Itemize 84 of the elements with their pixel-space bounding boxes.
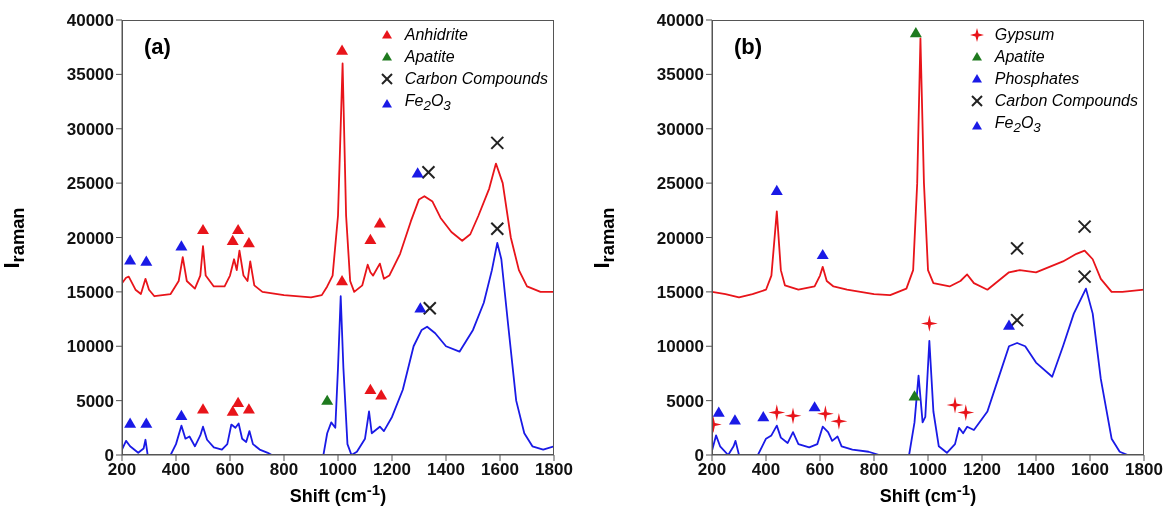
- annotation: (b): [734, 34, 763, 60]
- legend-label: Fe$_{2}$O$_{3}$: [404, 91, 451, 116]
- x-tick-label: 600: [215, 460, 245, 480]
- point: [232, 223, 245, 235]
- x-tick-label: 400: [161, 460, 191, 480]
- point: [226, 234, 239, 245]
- point: [242, 403, 255, 414]
- point: [364, 383, 377, 394]
- point: [920, 315, 938, 332]
- y-tick-label: 35000: [656, 65, 704, 85]
- x-tick-label: 1000: [909, 460, 947, 480]
- x-tick-label: 1600: [481, 460, 519, 480]
- x-tick-label: 1200: [373, 460, 411, 480]
- x-tick-label: 800: [859, 460, 889, 480]
- point: [816, 248, 829, 260]
- point: [770, 184, 783, 195]
- point: [830, 412, 848, 430]
- point: [768, 404, 786, 421]
- point: [1003, 319, 1015, 330]
- annotation: (a): [144, 34, 171, 60]
- point: [232, 396, 245, 407]
- y-tick-label: 40000: [656, 11, 704, 31]
- point: [375, 389, 388, 400]
- y-tick-label: 10000: [656, 337, 704, 357]
- point: [321, 394, 334, 405]
- point: [197, 403, 209, 414]
- point: [242, 236, 255, 248]
- x-tick-label: 1000: [319, 460, 357, 480]
- x-tick-label: 600: [805, 460, 835, 480]
- point: [946, 396, 964, 414]
- point: [784, 407, 802, 425]
- y-tick-label: 40000: [66, 11, 114, 31]
- y-tick-label: 25000: [66, 174, 114, 194]
- x-tick-label: 1800: [535, 460, 573, 480]
- point: [411, 167, 424, 178]
- legend-label: Gypsum: [994, 25, 1055, 45]
- y-tick-label: 30000: [656, 119, 704, 139]
- x-tick-label: 800: [269, 460, 299, 480]
- y-tick-label: 25000: [656, 174, 704, 194]
- point: [124, 417, 137, 428]
- x-tick-label: 1400: [427, 460, 465, 480]
- y-tick-label: 15000: [66, 282, 114, 302]
- point: [364, 233, 377, 244]
- x-tick-label: 1600: [1071, 460, 1109, 480]
- x-tick-label: 400: [751, 460, 781, 480]
- legend-label: Anhidrite: [404, 25, 468, 45]
- point: [140, 417, 153, 428]
- point: [808, 401, 821, 412]
- y-tick-label: 35000: [66, 65, 114, 85]
- point: [124, 254, 137, 265]
- point: [140, 255, 153, 266]
- point: [226, 405, 239, 416]
- point: [909, 27, 922, 38]
- x-tick-label: 1800: [1125, 460, 1163, 480]
- point: [817, 405, 834, 423]
- point: [336, 275, 349, 286]
- y-tick-label: 15000: [656, 282, 704, 302]
- point: [712, 406, 725, 417]
- point: [908, 390, 921, 401]
- legend-label: Phosphates: [994, 69, 1080, 89]
- point: [197, 223, 209, 235]
- legend-label: Fe$_{2}$O$_{3}$: [994, 113, 1041, 138]
- x-tick-label: 1400: [1017, 460, 1055, 480]
- point: [728, 414, 741, 425]
- y-tick-label: 10000: [66, 337, 114, 357]
- x-axis-title: Shift (cm$^{-1}$): [288, 481, 388, 507]
- point: [175, 409, 188, 421]
- point: [336, 44, 349, 55]
- point: [757, 410, 770, 422]
- legend-label: Apatite: [994, 47, 1045, 67]
- point: [373, 217, 386, 228]
- legend-label: Carbon Compounds: [994, 91, 1138, 111]
- legend-label: Carbon Compounds: [404, 69, 548, 89]
- y-tick-label: 20000: [66, 228, 114, 248]
- y-tick-label: 5000: [666, 391, 704, 411]
- x-tick-label: 1200: [963, 460, 1001, 480]
- legend-label: Apatite: [404, 47, 455, 67]
- y-tick-label: 5000: [76, 391, 114, 411]
- point: [957, 404, 975, 421]
- y-tick-label: 20000: [656, 228, 704, 248]
- y-tick-label: 30000: [66, 119, 114, 139]
- point: [175, 240, 188, 251]
- x-axis-title: Shift (cm$^{-1}$): [878, 481, 978, 507]
- point: [414, 302, 427, 313]
